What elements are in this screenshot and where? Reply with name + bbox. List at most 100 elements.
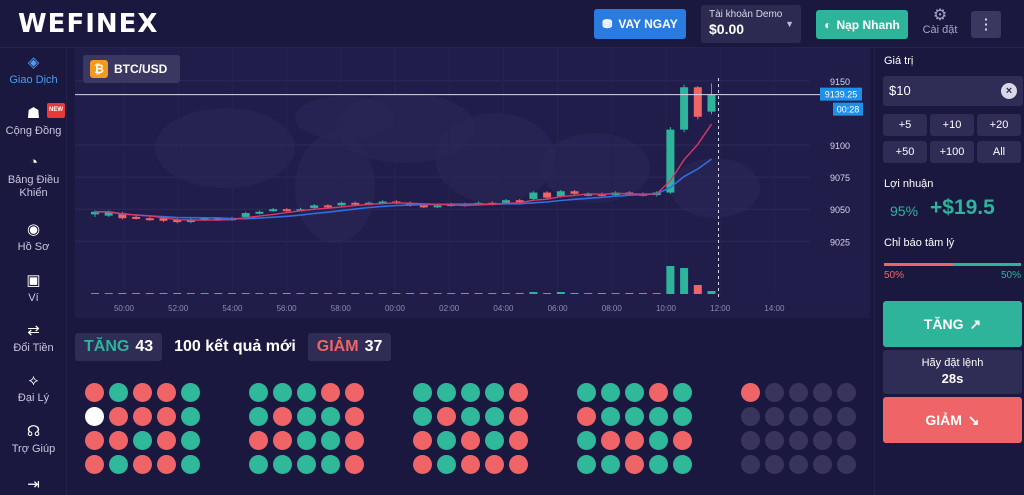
volume-bar <box>433 293 442 294</box>
x-tick-label: 06:00 <box>548 304 569 313</box>
candle <box>515 200 524 203</box>
candle <box>502 200 510 203</box>
volume-bar <box>707 291 716 294</box>
x-tick-label: 08:00 <box>602 304 623 313</box>
volume-bar <box>255 293 264 294</box>
candle <box>104 211 113 216</box>
down-button[interactable]: GIẢM ↘ <box>883 397 1022 443</box>
more-menu-button[interactable]: ⋮ <box>971 11 1001 38</box>
sidebar-item-exchange[interactable]: ⇄ Đổi Tiền <box>0 322 67 355</box>
result-dot <box>741 383 760 402</box>
sidebar-item-profile[interactable]: ◉ Hồ Sơ <box>0 221 67 254</box>
sidebar-item-community[interactable]: NEW ☗ Cộng Đồng <box>0 103 67 138</box>
volume-bar <box>186 293 195 294</box>
result-dot <box>413 407 432 426</box>
account-selector[interactable]: Tài khoản Demo $0.00 ▼ <box>701 5 801 43</box>
clear-icon[interactable]: × <box>1001 83 1017 99</box>
up-button[interactable]: TĂNG ↗ <box>883 301 1022 347</box>
result-dot <box>413 431 432 450</box>
quick-add-20[interactable]: +20 <box>977 114 1021 136</box>
sidebar-item-trade[interactable]: ◈ Giao Dịch <box>0 54 67 87</box>
quick-add-5[interactable]: +5 <box>883 114 927 136</box>
candle <box>186 219 195 223</box>
dashboard-icon: ◔ <box>28 154 39 171</box>
result-dot <box>249 455 268 474</box>
logo[interactable]: WEFINEX <box>18 9 159 39</box>
y-tick-label: 9075 <box>830 173 850 183</box>
agency-icon: ⟡ <box>28 372 39 389</box>
deposit-button[interactable]: ◐ Nạp Nhanh <box>816 10 908 39</box>
volume-bar <box>611 293 620 294</box>
sidebar: ◈ Giao Dịch NEW ☗ Cộng Đồng ◔ Bảng Điều … <box>0 48 67 495</box>
price-chart[interactable]: 9025 9050 9075 9100 9150 50:00 52:00 54:00 56:00… <box>75 48 870 318</box>
amount-input[interactable]: $10 × <box>883 76 1023 106</box>
candle <box>707 94 716 112</box>
result-dot <box>673 431 692 450</box>
result-dot <box>789 407 808 426</box>
volume-bar <box>474 293 483 294</box>
volume-bar <box>323 293 332 294</box>
volume-bar <box>351 293 360 294</box>
quick-add-all[interactable]: All <box>977 141 1021 163</box>
candle <box>241 213 250 217</box>
sentiment-sell: 50% <box>884 270 905 281</box>
result-dot <box>741 431 760 450</box>
sidebar-item-label: Ví <box>28 292 39 304</box>
timer-text: Hãy đặt lệnh <box>921 357 984 369</box>
result-dot <box>297 431 316 450</box>
volume-bar <box>556 292 565 294</box>
results-title: 100 kết quả mới <box>174 338 296 355</box>
result-dot <box>181 407 200 426</box>
profit-percent: 95% <box>890 203 919 219</box>
map-shape <box>295 133 375 243</box>
logout-button[interactable]: ⇥ <box>0 476 67 495</box>
result-dot <box>321 455 340 474</box>
result-dot <box>345 383 364 402</box>
volume-bar <box>104 293 113 294</box>
candle <box>323 205 332 208</box>
sidebar-item-label: Giao Dịch <box>9 74 58 86</box>
result-dot <box>321 431 340 450</box>
sidebar-item-agency[interactable]: ⟡ Đại Lý <box>0 372 67 405</box>
chart-canvas[interactable]: 9025 9050 9075 9100 9150 50:00 52:00 54:00 56:00… <box>75 48 870 318</box>
candle <box>693 87 702 117</box>
result-dot <box>109 455 128 474</box>
candle <box>200 218 209 221</box>
result-dot <box>133 407 152 426</box>
volume-bar <box>173 293 182 294</box>
loan-button[interactable]: ⛃ VAY NGAY <box>594 9 686 39</box>
result-dot <box>509 407 528 426</box>
sidebar-item-support[interactable]: ☊ Trợ Giúp <box>0 423 67 456</box>
sidebar-item-dashboard[interactable]: ◔ Bảng Điều Khiển <box>0 154 67 200</box>
result-dot <box>741 407 760 426</box>
result-grid <box>577 383 692 474</box>
result-dot <box>437 407 456 426</box>
sidebar-item-wallet[interactable]: ▣ Ví <box>0 272 67 305</box>
countdown-tag <box>833 102 863 116</box>
deposit-icon: ◐ <box>824 17 832 32</box>
settings-button[interactable]: ⚙ Cài đặt <box>920 8 960 37</box>
result-dot <box>509 431 528 450</box>
result-dot <box>273 383 292 402</box>
result-dot <box>485 455 504 474</box>
pair-selector[interactable]: ₿ BTC/USD <box>83 55 180 83</box>
result-dot <box>157 431 176 450</box>
result-dot <box>249 431 268 450</box>
x-tick-label: 58:00 <box>331 304 352 313</box>
result-dot <box>345 431 364 450</box>
result-dot <box>85 431 104 450</box>
down-button-label: GIẢM <box>925 412 962 428</box>
candle <box>584 193 593 196</box>
result-dot <box>249 383 268 402</box>
countdown-label: 00:28 <box>837 105 860 115</box>
result-dot <box>181 431 200 450</box>
map-shape <box>435 113 555 203</box>
quick-add-10[interactable]: +10 <box>930 114 974 136</box>
candle <box>570 191 579 194</box>
y-tick-label: 9100 <box>830 141 850 151</box>
quick-add-100[interactable]: +100 <box>930 141 974 163</box>
quick-add-50[interactable]: +50 <box>883 141 927 163</box>
candle <box>282 209 291 212</box>
up-button-label: TĂNG <box>923 316 964 332</box>
x-tick-label: 02:00 <box>439 304 460 313</box>
